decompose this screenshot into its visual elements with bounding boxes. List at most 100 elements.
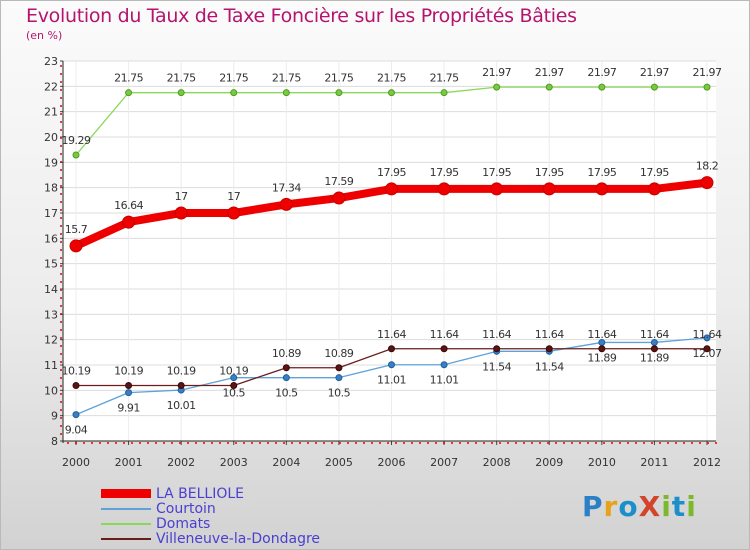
chart-title: Evolution du Taux de Taxe Foncière sur l…: [26, 5, 577, 27]
data-point-courtoin: [125, 389, 133, 397]
y-tick-label: 11: [44, 359, 58, 372]
data-label-villeneuve-la-dondagre: 10.19: [114, 365, 143, 378]
data-point-la-belliole: [437, 182, 451, 196]
y-tick-label: 22: [44, 80, 58, 93]
data-point-la-belliole: [174, 206, 188, 220]
legend-swatch-villeneuve: [101, 538, 151, 540]
data-label-courtoin: 10.5: [223, 387, 246, 400]
data-point-domats: [72, 151, 80, 159]
data-label-courtoin: 10.01: [167, 399, 196, 412]
data-label-domats: 21.75: [430, 72, 459, 85]
data-point-courtoin: [388, 361, 395, 369]
legend-label: Courtoin: [156, 501, 216, 517]
plot-area: [63, 61, 716, 441]
data-label-domats: 19.29: [62, 134, 91, 147]
logo-letter: X: [638, 490, 662, 523]
y-axis-unit: (en %): [26, 29, 63, 42]
data-point-domats: [388, 89, 395, 97]
data-point-la-belliole: [542, 182, 556, 196]
data-point-la-belliole: [647, 182, 661, 196]
data-label-domats: 21.75: [377, 72, 406, 85]
data-label-villeneuve-la-dondagre: 11.64: [430, 328, 459, 341]
data-label-courtoin: 12.07: [693, 347, 722, 360]
legend-label: LA BELLIOLE: [156, 486, 244, 502]
data-label-villeneuve-la-dondagre: 10.89: [324, 347, 353, 360]
logo-letter: P: [582, 490, 604, 523]
y-tick-label: 8: [51, 435, 58, 448]
logo-letter: o: [618, 490, 639, 523]
data-point-villeneuve-la-dondagre: [335, 364, 343, 372]
data-label-villeneuve-la-dondagre: 11.64: [693, 328, 722, 341]
legend-swatch-courtoin: [101, 508, 151, 510]
x-tick-label: 2002: [167, 456, 195, 469]
data-label-domats: 21.75: [219, 72, 248, 85]
data-label-la-belliole: 17.95: [430, 166, 459, 179]
data-point-courtoin: [282, 374, 290, 382]
data-point-domats: [545, 83, 553, 91]
x-tick-label: 2010: [588, 456, 616, 469]
data-label-la-belliole: 17.95: [587, 166, 616, 179]
data-label-courtoin: 10.5: [275, 387, 298, 400]
data-label-villeneuve-la-dondagre: 10.89: [272, 347, 301, 360]
data-label-la-belliole: 17.95: [482, 166, 511, 179]
data-label-courtoin: 11.01: [377, 374, 406, 387]
data-label-villeneuve-la-dondagre: 10.19: [167, 365, 196, 378]
y-tick-label: 14: [44, 283, 58, 296]
data-point-la-belliole: [700, 176, 714, 190]
data-point-domats: [440, 89, 448, 97]
data-label-villeneuve-la-dondagre: 11.64: [482, 328, 511, 341]
data-point-courtoin: [703, 334, 711, 342]
data-label-la-belliole: 18.2: [696, 160, 719, 173]
data-point-domats: [703, 83, 711, 91]
x-tick-label: 2003: [220, 456, 248, 469]
legend-label: Domats: [156, 516, 211, 532]
data-label-courtoin: 11.89: [587, 351, 616, 364]
data-label-courtoin: 11.54: [535, 360, 564, 373]
data-label-domats: 21.97: [693, 66, 722, 79]
x-tick-label: 2004: [272, 456, 300, 469]
data-point-courtoin: [440, 361, 448, 369]
x-tick-label: 2005: [325, 456, 353, 469]
data-point-la-belliole: [595, 182, 609, 196]
logo-letter: r: [603, 490, 619, 523]
x-tick-label: 2009: [535, 456, 563, 469]
data-label-la-belliole: 17.34: [272, 181, 301, 194]
data-label-villeneuve-la-dondagre: 11.64: [587, 328, 616, 341]
y-tick-label: 23: [44, 55, 58, 68]
data-point-villeneuve-la-dondagre: [125, 382, 133, 390]
logo-letter: i: [686, 490, 697, 523]
logo-letter: i: [661, 490, 672, 523]
data-point-courtoin: [72, 411, 80, 419]
y-tick-label: 20: [44, 131, 58, 144]
x-tick-label: 2012: [693, 456, 721, 469]
proxiti-logo: ProXiti: [582, 490, 697, 523]
data-label-la-belliole: 17.95: [535, 166, 564, 179]
data-point-la-belliole: [69, 239, 83, 253]
data-label-domats: 21.97: [640, 66, 669, 79]
data-label-la-belliole: 17: [175, 190, 188, 203]
data-point-la-belliole: [279, 197, 293, 211]
data-label-domats: 21.97: [535, 66, 564, 79]
data-label-villeneuve-la-dondagre: 10.19: [219, 365, 248, 378]
data-point-courtoin: [230, 374, 238, 382]
data-point-villeneuve-la-dondagre: [388, 345, 395, 353]
data-point-domats: [230, 89, 238, 97]
y-tick-label: 18: [44, 182, 58, 195]
data-point-la-belliole: [332, 191, 346, 205]
x-tick-label: 2006: [378, 456, 406, 469]
x-tick-label: 2000: [62, 456, 90, 469]
data-label-courtoin: 11.89: [640, 351, 669, 364]
data-point-la-belliole: [122, 215, 136, 229]
data-label-courtoin: 11.01: [430, 374, 459, 387]
data-label-la-belliole: 17.95: [377, 166, 406, 179]
data-label-domats: 21.75: [167, 72, 196, 85]
data-label-domats: 21.97: [587, 66, 616, 79]
legend-label: Villeneuve-la-Dondagre: [156, 531, 321, 547]
data-label-la-belliole: 15.7: [65, 223, 88, 236]
data-point-la-belliole: [227, 206, 241, 220]
legend-swatch-la-belliole: [101, 489, 151, 498]
data-label-domats: 21.75: [114, 72, 143, 85]
data-point-domats: [598, 83, 606, 91]
y-tick-label: 16: [44, 232, 58, 245]
